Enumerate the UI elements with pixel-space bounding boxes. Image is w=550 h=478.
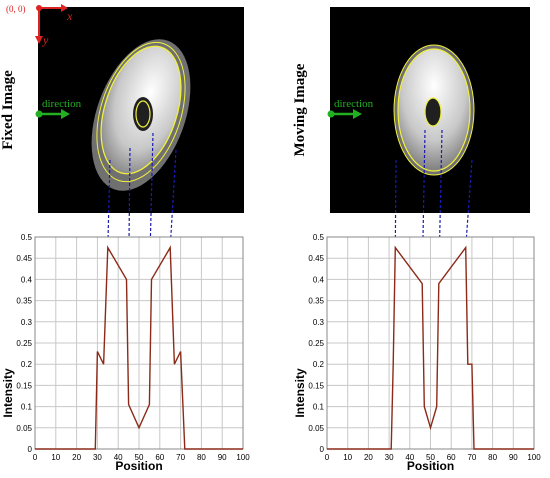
y-label: y (42, 33, 49, 47)
direction-label-right: direction (334, 98, 374, 110)
x-tick-label: 70 (176, 453, 185, 462)
x-axis-label: Position (115, 459, 162, 473)
x-tick-label: 40 (114, 453, 123, 462)
y-tick-label: 0.25 (308, 339, 324, 348)
y-tick-label: 0.45 (16, 254, 32, 263)
fixed-image-title: Fixed Image (0, 70, 16, 150)
projection-dashed-line (128, 147, 131, 280)
origin-label: (0, 0) (6, 4, 26, 14)
y-tick-label: 0.5 (313, 233, 325, 242)
y-tick-label: 0.35 (16, 297, 32, 306)
direction-arrow-left: direction (35, 98, 82, 119)
x-tick-label: 80 (197, 453, 206, 462)
moving-hole (425, 98, 441, 126)
axes-indicator: (0, 0) x y (6, 4, 73, 47)
x-tick-label: 20 (364, 453, 373, 462)
projection-dashed-line (169, 149, 177, 248)
y-tick-label: 0.3 (313, 318, 325, 327)
y-tick-label: 0.05 (308, 424, 324, 433)
x-tick-label: 50 (135, 453, 144, 462)
x-tick-label: 0 (33, 453, 38, 462)
moving-contour-outer2 (393, 44, 475, 176)
moving-image-title: Moving Image (292, 63, 308, 156)
direction-arrow-head-right-icon (353, 109, 362, 119)
y-tick-label: 0.5 (21, 233, 33, 242)
x-tick-label: 40 (405, 453, 414, 462)
x-tick-label: 60 (447, 453, 456, 462)
fixed-image-panel: Fixed Image (0, 7, 244, 213)
intensity-profile-line (35, 245, 243, 450)
x-tick-label: 100 (527, 453, 541, 462)
x-tick-label: 10 (51, 453, 60, 462)
x-tick-label: 60 (155, 453, 164, 462)
y-axis-label: Intensity (1, 368, 15, 418)
x-tick-label: 30 (385, 453, 394, 462)
y-tick-label: 0.45 (308, 254, 324, 263)
x-tick-label: 20 (72, 453, 81, 462)
x-axis-label: Position (407, 459, 454, 473)
y-tick-label: 0.05 (16, 424, 32, 433)
x-label: x (66, 9, 73, 23)
x-tick-label: 50 (426, 453, 435, 462)
x-tick-label: 0 (325, 453, 330, 462)
x-tick-label: 100 (236, 453, 250, 462)
y-axis-label: Intensity (293, 368, 307, 418)
moving-image-panel: Moving Image (292, 7, 530, 213)
x-tick-label: 30 (93, 453, 102, 462)
x-tick-label: 90 (509, 453, 518, 462)
direction-label-left: direction (42, 98, 82, 110)
fixed-hole-contour (135, 100, 151, 128)
y-arrow-head-icon (35, 36, 43, 44)
x-tick-label: 90 (218, 453, 227, 462)
y-tick-label: 0.1 (21, 403, 33, 412)
plot-frame (34, 236, 244, 450)
y-tick-label: 0 (320, 445, 325, 454)
x-tick-label: 10 (343, 453, 352, 462)
fixed-image-content (91, 39, 191, 191)
moving-hole-contour (424, 97, 442, 127)
x-arrow-head-icon (61, 4, 68, 12)
y-tick-label: 0 (28, 445, 33, 454)
y-tick-label: 0.2 (21, 360, 33, 369)
direction-arrow-head-left-icon (61, 109, 70, 119)
intensity-profile-line (327, 245, 534, 450)
y-tick-label: 0.15 (308, 381, 324, 390)
x-tick-label: 70 (467, 453, 476, 462)
fixed-contour-outer (100, 45, 182, 175)
y-tick-label: 0.15 (16, 381, 32, 390)
moving-profile-chart: 0 10 20 30 40 50 60 70 80 90 100 0 0.05 0.1 0.15 0.2 0.2… (293, 233, 541, 473)
y-tick-label: 0.3 (21, 318, 33, 327)
moving-image-content (393, 44, 475, 176)
moving-contour-outer (397, 48, 471, 172)
x-tick-label: 80 (488, 453, 497, 462)
y-tick-label: 0.2 (313, 360, 325, 369)
plot-frame (326, 236, 535, 450)
y-tick-label: 0.4 (313, 275, 325, 284)
y-tick-label: 0.1 (313, 403, 325, 412)
direction-arrow-right: direction (327, 98, 374, 119)
fixed-profile-chart: 0 10 20 30 40 50 60 70 80 90 100 0 0.05 0.1 0.15 0.2 0.2… (1, 233, 250, 473)
fixed-contour-outer2 (96, 41, 186, 183)
y-tick-label: 0.4 (21, 275, 33, 284)
y-tick-label: 0.35 (308, 297, 324, 306)
y-tick-label: 0.25 (16, 339, 32, 348)
